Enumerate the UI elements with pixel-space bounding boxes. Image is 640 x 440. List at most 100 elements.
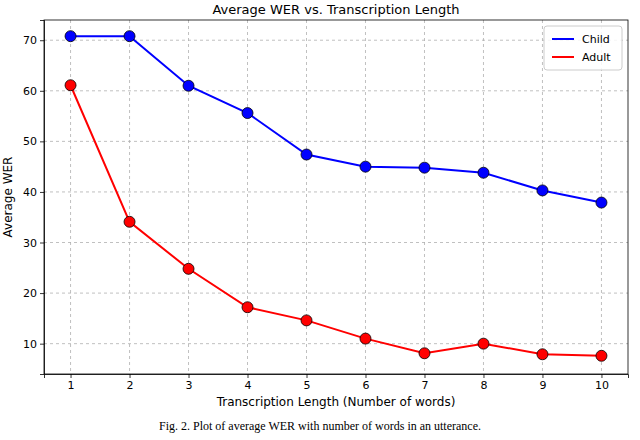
grid-line — [70, 20, 71, 374]
series-group — [65, 31, 607, 362]
plot-frame — [44, 20, 628, 374]
tick-label: 5 — [304, 379, 311, 392]
series-line — [71, 36, 602, 202]
caption: Fig. 2. Plot of average WER with number … — [159, 419, 481, 433]
series-point — [65, 31, 76, 42]
tick-label: 9 — [539, 379, 546, 392]
x-axis: 1 2 3 4 5 6 7 8 9 10 — [45, 374, 629, 392]
tick-mark — [40, 192, 44, 193]
series-point — [301, 315, 312, 326]
tick: 5 — [304, 374, 311, 392]
tick-label: 10 — [595, 379, 609, 392]
tick-label: 6 — [362, 379, 369, 392]
tick: 3 — [186, 374, 193, 392]
tick-mark — [40, 243, 44, 244]
tick-label: 4 — [245, 379, 252, 392]
tick: 9 — [539, 374, 546, 392]
tick: 50 — [23, 135, 44, 148]
series-point — [478, 167, 489, 178]
plot: 1 2 3 4 5 6 7 8 9 10 10 20 30 40 50 60 70 Child Adult — [23, 20, 629, 392]
tick-mark — [424, 374, 425, 378]
tick-mark — [189, 374, 190, 378]
grid-line — [129, 20, 130, 374]
tick-label: 30 — [23, 237, 37, 250]
series-point — [183, 80, 194, 91]
x-axis-title: Transcription Length (Number of words) — [216, 395, 456, 409]
grid-line — [483, 20, 484, 374]
tick: 7 — [421, 374, 428, 392]
chart: 1 2 3 4 5 6 7 8 9 10 10 20 30 40 50 60 70 Child Adult Avera… — [0, 0, 640, 440]
tick-label: 3 — [186, 379, 193, 392]
grid-line — [44, 141, 628, 142]
series-point — [301, 149, 312, 160]
tick: 6 — [362, 374, 369, 392]
series-point — [65, 80, 76, 91]
tick: 40 — [23, 186, 44, 199]
legend-swatch — [552, 56, 574, 58]
series-point — [360, 161, 371, 172]
grid-line — [188, 20, 189, 374]
tick-mark — [40, 40, 44, 41]
tick-mark — [248, 374, 249, 378]
series-point — [183, 263, 194, 274]
tick-label: 50 — [23, 135, 37, 148]
tick-label: 20 — [23, 287, 37, 300]
tick-mark — [40, 141, 44, 142]
tick-label: 40 — [23, 186, 37, 199]
grid-line — [542, 20, 543, 374]
axis-line — [45, 375, 629, 379]
series-point — [596, 350, 607, 361]
grid-line — [247, 20, 248, 374]
series-point — [537, 185, 548, 196]
tick-label: 10 — [23, 338, 37, 351]
grid — [44, 20, 628, 374]
grid-line — [44, 343, 628, 344]
tick: 1 — [68, 374, 75, 392]
legend: Child Adult — [544, 26, 622, 70]
tick-label: 70 — [23, 34, 37, 47]
tick-mark — [40, 344, 44, 345]
y-axis: 10 20 30 40 50 60 70 — [23, 21, 45, 375]
tick-mark — [542, 374, 543, 378]
series-point — [478, 338, 489, 349]
tick-label: 7 — [421, 379, 428, 392]
tick: 2 — [127, 374, 134, 392]
tick: 60 — [23, 85, 44, 98]
tick: 10 — [23, 338, 44, 351]
tick: 4 — [245, 374, 252, 392]
tick-mark — [40, 293, 44, 294]
tick: 20 — [23, 287, 44, 300]
tick: 70 — [23, 34, 44, 47]
series-line — [71, 85, 602, 356]
tick-mark — [365, 374, 366, 378]
legend-box — [544, 26, 622, 70]
grid-line — [424, 20, 425, 374]
tick-mark — [71, 374, 72, 378]
tick: 10 — [595, 374, 609, 392]
series-point — [419, 162, 430, 173]
series-point — [596, 197, 607, 208]
legend-label: Child — [582, 33, 610, 46]
tick-mark — [40, 91, 44, 92]
grid-line — [44, 90, 628, 91]
legend-swatch — [552, 38, 574, 40]
tick-mark — [307, 374, 308, 378]
tick-label: 1 — [68, 379, 75, 392]
tick: 8 — [480, 374, 487, 392]
y-axis-title: Average WER — [1, 157, 15, 238]
tick-label: 8 — [480, 379, 487, 392]
series-point — [537, 349, 548, 360]
grid-line — [44, 293, 628, 294]
legend-label: Adult — [582, 51, 611, 64]
series-point — [124, 216, 135, 227]
series-point — [124, 31, 135, 42]
tick-mark — [130, 374, 131, 378]
title: Average WER vs. Transcription Length — [212, 2, 459, 17]
tick-label: 2 — [127, 379, 134, 392]
grid-line — [365, 20, 366, 374]
series-point — [242, 108, 253, 119]
tick-mark — [483, 374, 484, 378]
series-point — [360, 333, 371, 344]
grid-line — [44, 242, 628, 243]
tick-label: 60 — [23, 85, 37, 98]
